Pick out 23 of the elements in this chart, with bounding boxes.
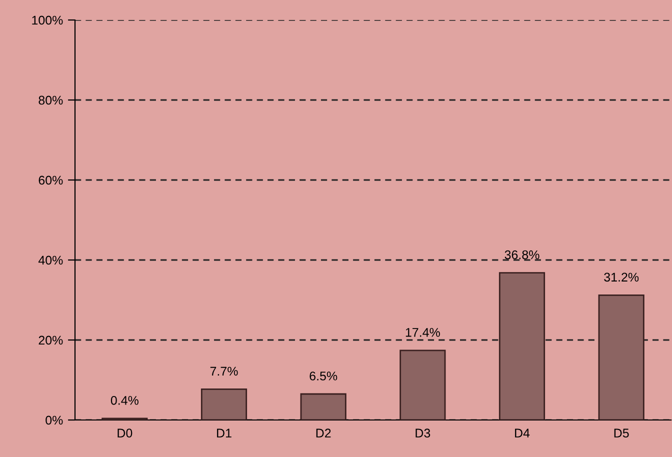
data-label: 0.4% — [110, 396, 138, 405]
data-label: 31.2% — [604, 272, 639, 282]
x-tick-label: D3 — [416, 428, 430, 438]
data-label: 7.7% — [210, 366, 238, 376]
data-label: 6.5% — [310, 372, 338, 380]
y-tick-label: 40% — [38, 256, 63, 265]
bar — [200, 388, 248, 420]
y-tick-label: 60% — [38, 176, 63, 185]
data-label: 36.8% — [504, 250, 540, 260]
bar — [598, 294, 644, 420]
y-tick-label: 20% — [38, 336, 63, 345]
bar — [498, 272, 546, 420]
x-tick-label: D4 — [515, 428, 530, 438]
x-tick-label: D5 — [614, 428, 629, 438]
y-tick-label: 0% — [46, 416, 63, 425]
x-tick-label: D2 — [316, 428, 331, 438]
data-label: 17.4% — [406, 328, 440, 337]
x-tick-label: D1 — [217, 428, 232, 438]
x-tick-label: D0 — [118, 428, 132, 438]
bar — [300, 393, 346, 420]
y-tick-label: 80% — [38, 96, 63, 105]
bar — [400, 350, 446, 420]
y-tick-label: 100% — [32, 16, 63, 25]
